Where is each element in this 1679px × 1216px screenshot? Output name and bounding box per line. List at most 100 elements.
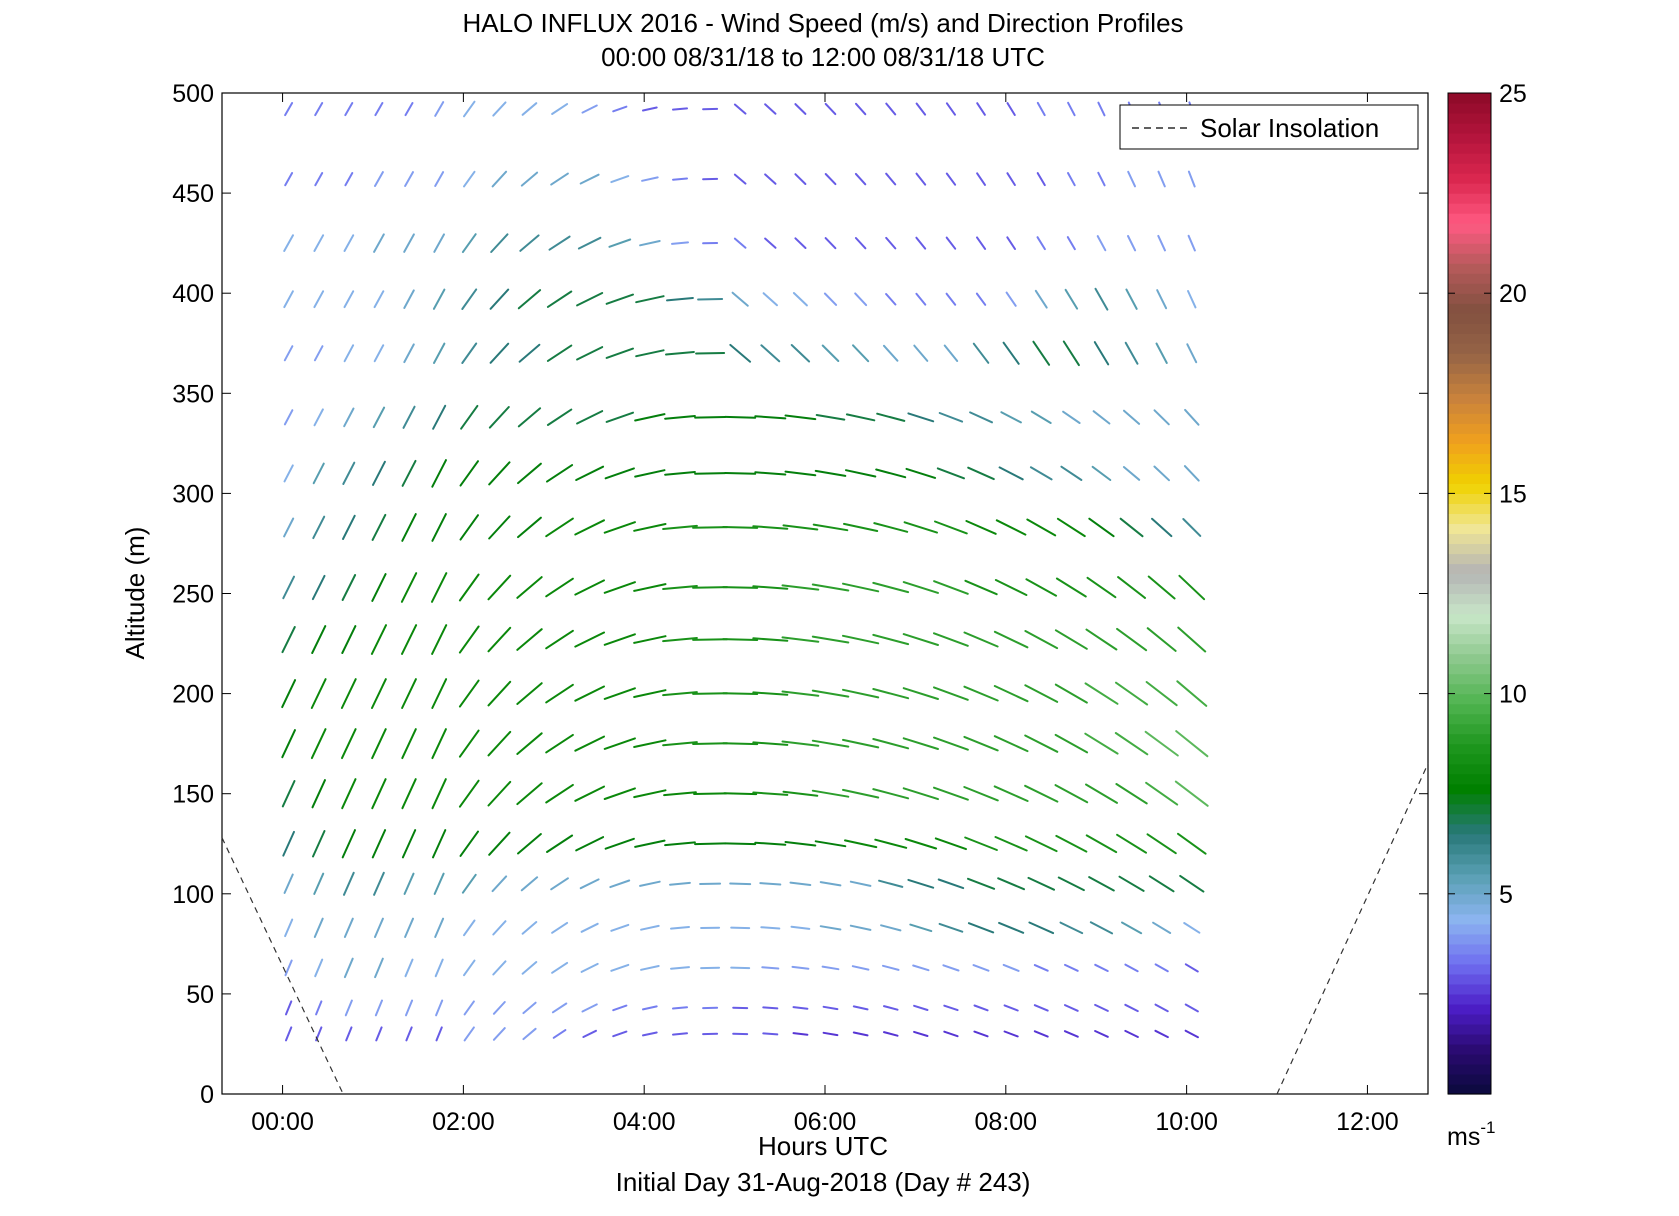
wind-vector: [373, 344, 385, 363]
wind-vector: [1064, 1004, 1079, 1012]
colorbar-segment: [1448, 283, 1491, 294]
wind-vector: [964, 579, 998, 596]
wind-vector: [752, 525, 789, 530]
wind-vector: [967, 922, 995, 934]
wind-vector: [281, 679, 297, 709]
wind-vector: [1097, 171, 1106, 187]
wind-vector: [824, 173, 837, 186]
colorbar-segment: [1448, 173, 1491, 184]
wind-vector: [639, 240, 661, 247]
wind-vector: [875, 468, 907, 479]
colorbar-segment: [1448, 673, 1491, 685]
y-tick-label: 400: [172, 280, 214, 308]
chart-title: HALO INFLUX 2016 - Wind Speed (m/s) and …: [462, 8, 1183, 38]
colorbar-segment: [1448, 1073, 1491, 1085]
colorbar-segment: [1448, 203, 1491, 214]
wind-vector: [545, 577, 574, 598]
wind-vector: [487, 730, 512, 757]
wind-vector: [310, 728, 327, 760]
colorbar-segment: [1448, 893, 1491, 905]
wind-vector: [604, 467, 635, 480]
wind-vector: [907, 412, 935, 423]
wind-vector: [852, 1005, 869, 1011]
wind-vector: [487, 626, 512, 653]
wind-vector: [521, 961, 538, 975]
colorbar-segment: [1448, 303, 1491, 314]
wind-vector: [432, 404, 447, 430]
colorbar-tick-label: 5: [1499, 881, 1513, 909]
wind-vector: [516, 732, 543, 755]
wind-vector: [854, 237, 867, 250]
wind-vector: [1183, 465, 1200, 482]
wind-vector: [790, 925, 811, 930]
wind-vector: [492, 1001, 506, 1015]
y-tick-label: 300: [172, 480, 214, 508]
wind-vector: [403, 343, 415, 364]
wind-vector: [815, 414, 846, 421]
wind-vector: [401, 513, 417, 542]
wind-vector: [1006, 172, 1016, 186]
wind-vector: [460, 404, 479, 430]
wind-vector: [546, 408, 573, 426]
wind-vector: [546, 464, 574, 483]
wind-vector: [843, 522, 879, 532]
wind-vector: [1006, 102, 1016, 116]
wind-vector: [342, 461, 356, 485]
wind-vector: [1085, 783, 1118, 804]
wind-vector: [603, 581, 636, 594]
wind-vector: [577, 236, 602, 250]
wind-vector: [373, 290, 385, 309]
wind-vector: [842, 634, 880, 645]
wind-vector: [574, 519, 605, 536]
wind-vector: [902, 581, 939, 594]
wind-vector: [733, 103, 747, 115]
wind-vector: [1063, 1030, 1079, 1038]
colorbar-unit-exponent: -1: [1480, 1118, 1495, 1137]
colorbar-segment: [1448, 103, 1491, 114]
wind-vector: [1003, 1030, 1019, 1038]
wind-vector: [762, 1032, 779, 1036]
colorbar-segment: [1448, 513, 1491, 525]
wind-vector: [694, 842, 727, 846]
colorbar-segment: [1448, 983, 1491, 995]
wind-vector: [781, 740, 820, 747]
wind-vector: [1146, 833, 1177, 855]
wind-vector: [610, 963, 630, 972]
wind-vector: [405, 1026, 413, 1042]
wind-vector: [880, 924, 902, 932]
colorbar-segment: [1448, 833, 1491, 845]
wind-vector: [642, 1031, 658, 1037]
chart-subtitle: 00:00 08/31/18 to 12:00 08/31/18 UTC: [601, 42, 1045, 72]
wind-vector: [872, 688, 910, 700]
wind-vector: [431, 778, 447, 810]
wind-vector: [794, 173, 807, 185]
wind-vector: [672, 1032, 688, 1036]
wind-vector: [752, 691, 789, 696]
wind-vector: [1124, 1003, 1139, 1013]
wind-vector: [401, 778, 417, 810]
wind-vector: [912, 964, 930, 972]
wind-vector: [374, 999, 383, 1017]
colorbar-frame: [1447, 92, 1492, 1095]
wind-vector: [1187, 234, 1196, 252]
wind-vector: [311, 574, 326, 601]
colorbar-segment: [1448, 1023, 1491, 1035]
wind-vector: [1124, 963, 1139, 973]
wind-vector: [902, 687, 939, 700]
wind-vector: [548, 235, 571, 251]
wind-vector: [811, 635, 850, 644]
wind-vector: [1034, 289, 1048, 309]
wind-vector: [633, 789, 667, 799]
wind-vector: [842, 582, 880, 593]
wind-vector: [937, 878, 965, 890]
x-tick-label: 00:00: [251, 1108, 314, 1136]
wind-vector: [432, 288, 446, 310]
colorbar-segment: [1448, 743, 1491, 755]
wind-vector: [662, 524, 698, 530]
wind-vector: [341, 574, 357, 601]
wind-vector: [521, 921, 538, 935]
wind-vector: [883, 344, 899, 362]
y-tick-label: 350: [172, 380, 214, 408]
wind-vector: [694, 472, 727, 475]
wind-vector: [1093, 341, 1110, 366]
